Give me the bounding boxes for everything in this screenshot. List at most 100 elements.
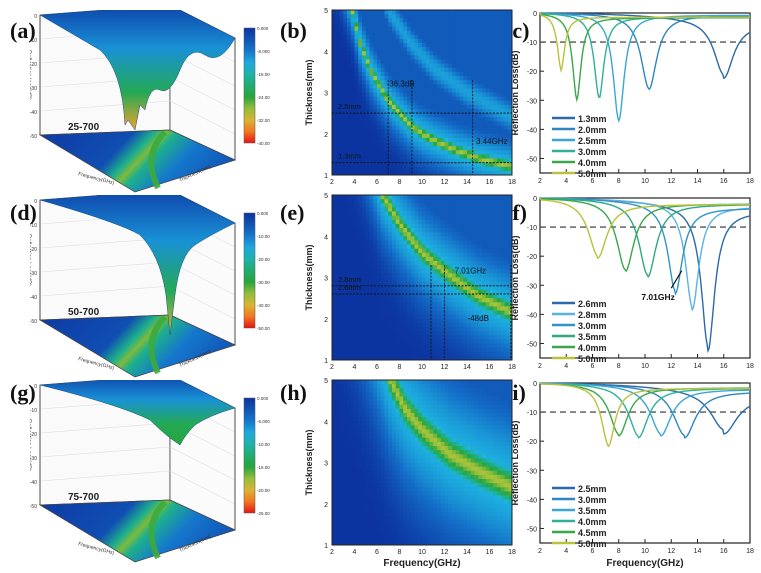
heatmap-cell (369, 71, 374, 77)
y-tick-label: 4 (324, 49, 328, 56)
heatmap-cell (335, 408, 340, 414)
heatmap-cell (422, 96, 427, 102)
heatmap-cell (392, 256, 397, 262)
heatmap-cell (350, 166, 355, 172)
heatmap-cell (343, 462, 348, 468)
heatmap-cell (418, 474, 423, 480)
heatmap-cell (384, 466, 389, 472)
heatmap-cell (497, 158, 502, 164)
heatmap-cell (440, 14, 445, 19)
heatmap-cell (350, 96, 355, 102)
heatmap-cell (384, 47, 389, 52)
heatmap-cell (335, 331, 340, 336)
heatmap-cell (403, 470, 408, 476)
heatmap-cell (422, 335, 427, 340)
heatmap-cell (384, 232, 389, 237)
heatmap-cell (395, 540, 400, 546)
heatmap-cell (463, 47, 468, 52)
heatmap-cell (474, 100, 479, 106)
heatmap-cell (448, 166, 453, 172)
heatmap-cell (407, 294, 412, 299)
heatmap-cell (425, 281, 430, 287)
heatmap-cell (407, 38, 412, 44)
heatmap-cell (414, 466, 419, 472)
heatmap-cell (369, 84, 374, 89)
heatmap-cell (354, 273, 359, 278)
heatmap-cell (369, 240, 374, 245)
heatmap-cell (410, 121, 415, 126)
heatmap-cell (384, 43, 389, 48)
heatmap-cell (478, 117, 483, 122)
heatmap-cell (339, 285, 344, 291)
heatmap-cell (497, 331, 502, 336)
heatmap-cell (347, 294, 352, 299)
heatmap-cell (508, 228, 513, 233)
heatmap-cell (395, 516, 400, 521)
heatmap-cell (504, 273, 509, 278)
heatmap-cell (410, 137, 415, 143)
heatmap-cell (410, 146, 415, 151)
heatmap-cell (343, 47, 348, 52)
heatmap-cell (403, 166, 408, 172)
heatmap-cell (414, 289, 419, 295)
heatmap-cell (373, 121, 378, 126)
heatmap-cell (380, 388, 385, 393)
heatmap-cell (358, 236, 363, 241)
heatmap-cell (418, 203, 423, 208)
heatmap-cell (429, 10, 434, 15)
heatmap-cell (504, 211, 509, 217)
heatmap-cell (478, 351, 483, 357)
heatmap-cell (489, 273, 494, 278)
heatmap-cell (395, 117, 400, 122)
heatmap-cell (418, 298, 423, 303)
heatmap-cell (410, 96, 415, 102)
heatmap-cell (347, 495, 352, 501)
heatmap-cell (482, 125, 487, 131)
heatmap-cell (343, 429, 348, 435)
heatmap-cell (459, 18, 464, 23)
heatmap-cell (493, 219, 498, 225)
heatmap-cell (384, 100, 389, 106)
heatmap-cell (384, 495, 389, 501)
heatmap-cell (444, 100, 449, 106)
heatmap-cell (482, 59, 487, 65)
heatmap-cell (380, 261, 385, 266)
heatmap-cell (350, 162, 355, 168)
heatmap-cell (463, 256, 468, 262)
heatmap-cell (339, 166, 344, 172)
heatmap-cell (463, 236, 468, 241)
heatmap-cell (365, 51, 370, 56)
heatmap-cell (422, 265, 427, 270)
heatmap-cell (448, 211, 453, 217)
heatmap-cell (437, 252, 442, 258)
heatmap-cell (440, 150, 445, 155)
heatmap-cell (437, 38, 442, 44)
heatmap-cell (373, 294, 378, 299)
heatmap-cell (467, 63, 472, 69)
heatmap-cell (395, 154, 400, 159)
heatmap-cell (388, 10, 393, 15)
heatmap-cell (354, 162, 359, 168)
heatmap-cell (504, 146, 509, 151)
heatmap-cell (392, 466, 397, 472)
heatmap-cell (365, 528, 370, 534)
heatmap-cell (467, 146, 472, 151)
heatmap-cell (425, 55, 430, 60)
heatmap-cell (377, 92, 382, 98)
heatmap-cell (433, 84, 438, 89)
heatmap-cell (497, 211, 502, 217)
heatmap-cell (339, 137, 344, 143)
heatmap-cell (392, 474, 397, 480)
heatmap-cell (433, 104, 438, 110)
heatmap-cell (358, 199, 363, 204)
heatmap-cell (508, 125, 513, 131)
heatmap-cell (504, 219, 509, 225)
heatmap-cell (369, 92, 374, 98)
heatmap-cell (395, 351, 400, 357)
heatmap-cell (489, 80, 494, 85)
heatmap-cell (362, 528, 367, 534)
heatmap-cell (395, 380, 400, 385)
heatmap-cell (433, 232, 438, 237)
heatmap-cell (347, 121, 352, 126)
